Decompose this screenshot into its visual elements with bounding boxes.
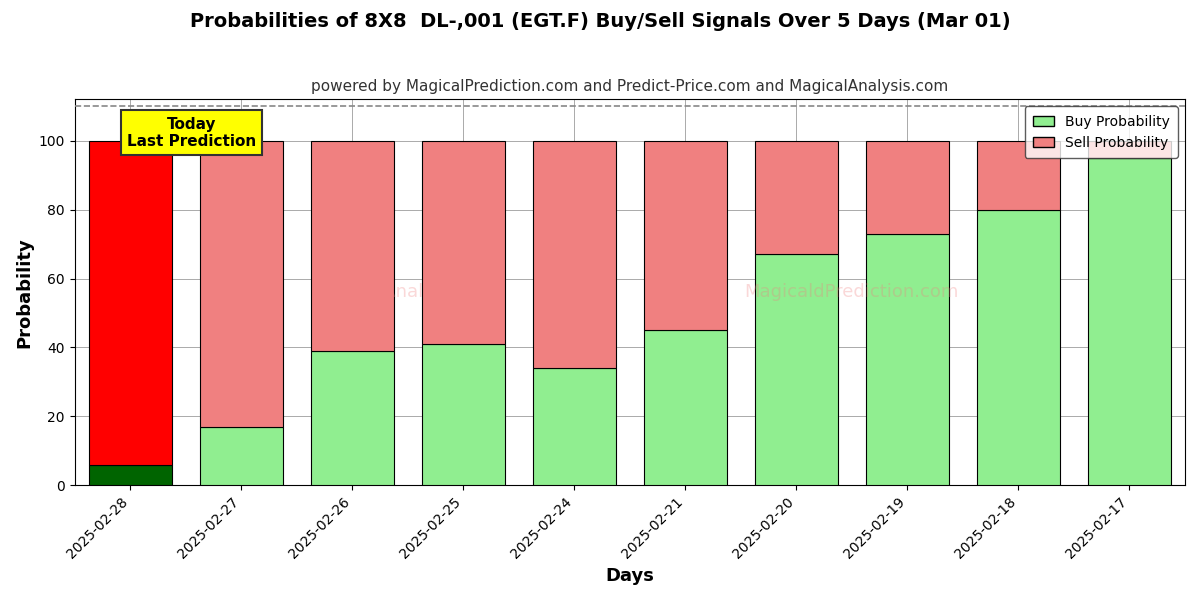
Bar bbox=[311, 351, 394, 485]
Bar bbox=[977, 140, 1060, 209]
Bar bbox=[421, 140, 505, 344]
Text: Today
Last Prediction: Today Last Prediction bbox=[127, 116, 256, 149]
Bar bbox=[865, 234, 949, 485]
Bar bbox=[311, 140, 394, 351]
Bar bbox=[89, 140, 172, 464]
Bar bbox=[199, 140, 283, 427]
Y-axis label: Probability: Probability bbox=[16, 237, 34, 347]
Bar bbox=[643, 330, 727, 485]
Bar bbox=[533, 368, 616, 485]
Text: Probabilities of 8X8  DL-,001 (EGT.F) Buy/Sell Signals Over 5 Days (Mar 01): Probabilities of 8X8 DL-,001 (EGT.F) Buy… bbox=[190, 12, 1010, 31]
Text: MagicalAnalysis.com: MagicalAnalysis.com bbox=[314, 283, 502, 301]
Bar bbox=[199, 427, 283, 485]
Bar bbox=[1088, 140, 1171, 158]
Title: powered by MagicalPrediction.com and Predict-Price.com and MagicalAnalysis.com: powered by MagicalPrediction.com and Pre… bbox=[311, 79, 948, 94]
X-axis label: Days: Days bbox=[605, 567, 654, 585]
Text: MagicaldPrediction.com: MagicaldPrediction.com bbox=[745, 283, 959, 301]
Bar bbox=[643, 140, 727, 330]
Bar bbox=[755, 140, 838, 254]
Bar bbox=[865, 140, 949, 234]
Bar bbox=[89, 464, 172, 485]
Bar bbox=[533, 140, 616, 368]
Bar bbox=[977, 209, 1060, 485]
Bar bbox=[1088, 158, 1171, 485]
Bar bbox=[755, 254, 838, 485]
Legend: Buy Probability, Sell Probability: Buy Probability, Sell Probability bbox=[1025, 106, 1178, 158]
Bar bbox=[421, 344, 505, 485]
